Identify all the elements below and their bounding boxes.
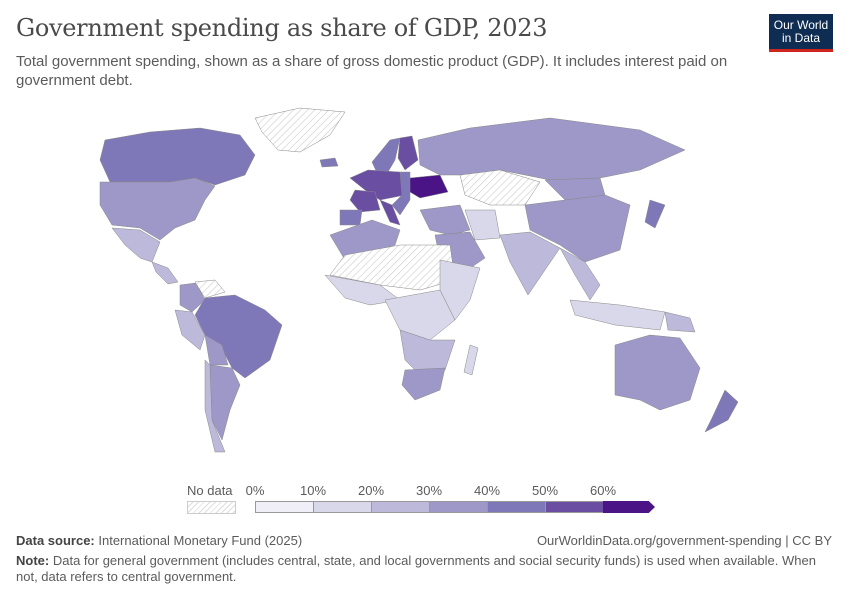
- legend-tick: 60%: [589, 483, 617, 498]
- legend-bin: [603, 501, 655, 513]
- country-mongolia[interactable]: Mongolia: [544, 177, 606, 201]
- country-west-africa[interactable]: West Africa: [324, 274, 401, 306]
- country-central-africa[interactable]: Central Africa: [384, 289, 456, 341]
- chart-title: Government spending as share of GDP, 202…: [16, 14, 548, 42]
- source-label: Data source:: [16, 533, 95, 548]
- legend-bin: [429, 501, 488, 513]
- no-data-swatch: [187, 501, 236, 514]
- country-north-africa[interactable]: North Africa: [329, 219, 401, 261]
- country-scandinavia[interactable]: Scandinavia: [371, 137, 401, 176]
- note-text: Data for general government (includes ce…: [16, 553, 816, 584]
- legend-tick: 20%: [357, 483, 385, 498]
- country-sahara[interactable]: Sahara: [329, 244, 456, 291]
- legend-bin: [255, 501, 314, 513]
- country-southern-africa[interactable]: Southern Africa: [399, 329, 456, 376]
- country-east-africa[interactable]: East Africa: [439, 259, 481, 321]
- country-peru[interactable]: Peru: [174, 309, 206, 351]
- country-eastern-europe[interactable]: Eastern Europe: [391, 171, 411, 216]
- country-italy[interactable]: Italy: [379, 199, 401, 226]
- country-brazil[interactable]: Brazil: [194, 294, 283, 379]
- country-spain[interactable]: Spain: [339, 209, 363, 226]
- footnote: Note: Data for general government (inclu…: [16, 553, 831, 585]
- country-russia[interactable]: Russia: [417, 117, 686, 181]
- note-label: Note:: [16, 553, 50, 568]
- source-url-link[interactable]: OurWorldinData.org/government-spending |…: [536, 533, 832, 548]
- legend-tick: 0%: [245, 483, 265, 498]
- country-new-zealand[interactable]: New Zealand: [704, 389, 739, 433]
- logo-line: Our World: [773, 18, 829, 32]
- country-colombia[interactable]: Colombia: [179, 282, 206, 313]
- country-southeast-asia[interactable]: Southeast Asia: [559, 247, 601, 301]
- source-text: International Monetary Fund (2025): [98, 533, 303, 548]
- country-south-africa[interactable]: South Africa: [401, 367, 446, 401]
- country-india[interactable]: India: [499, 231, 561, 296]
- country-madagascar[interactable]: Madagascar: [463, 344, 479, 376]
- legend-tick: 10%: [299, 483, 327, 498]
- country-iceland[interactable]: Iceland: [319, 157, 339, 168]
- country-bolivia[interactable]: Bolivia: [204, 334, 229, 366]
- country-indonesia[interactable]: Indonesia: [569, 299, 666, 331]
- country-papua-new-guinea[interactable]: Papua New Guinea: [664, 311, 696, 333]
- data-source: Data source: International Monetary Fund…: [16, 533, 302, 548]
- legend-bin: [487, 501, 546, 513]
- country-australia[interactable]: Australia: [614, 334, 701, 411]
- country-united-states[interactable]: United States: [99, 177, 216, 241]
- country-japan[interactable]: Japan: [644, 199, 666, 229]
- country-iran[interactable]: Iran: [464, 209, 501, 241]
- country-middle-east[interactable]: Middle East: [419, 204, 471, 236]
- country-ukraine[interactable]: Ukraine: [409, 174, 449, 199]
- legend-tick: 50%: [531, 483, 559, 498]
- no-data-label: No data: [187, 483, 233, 498]
- country-finland[interactable]: Finland: [397, 135, 419, 171]
- world-map[interactable]: CanadaUnited StatesMexicoCentral America…: [0, 100, 850, 470]
- country-chile[interactable]: Chile: [204, 359, 226, 453]
- owid-logo[interactable]: Our World in Data: [769, 14, 833, 52]
- country-central-america[interactable]: Central America: [151, 261, 179, 285]
- legend-tick: 40%: [473, 483, 501, 498]
- chart-subtitle: Total government spending, shown as a sh…: [16, 53, 728, 89]
- legend-bin: [371, 501, 430, 513]
- country-greenland[interactable]: Greenland: [254, 107, 346, 153]
- legend-bin: [313, 501, 372, 513]
- country-canada[interactable]: Canada: [99, 127, 256, 186]
- legend-bin: [545, 501, 604, 513]
- country-france[interactable]: France: [349, 189, 381, 213]
- logo-line: in Data: [781, 31, 821, 45]
- legend-tick: 30%: [415, 483, 443, 498]
- country-venezuela[interactable]: Venezuela: [194, 279, 226, 299]
